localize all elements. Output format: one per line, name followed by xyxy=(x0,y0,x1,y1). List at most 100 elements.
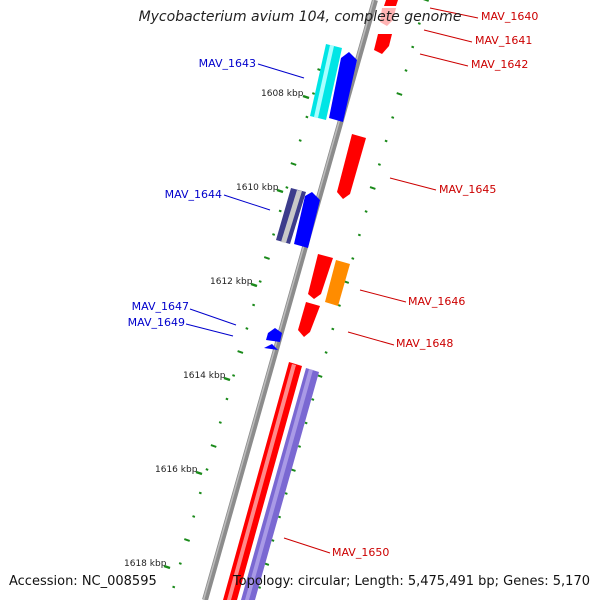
tick-mark-left xyxy=(311,92,316,95)
tick-mark-right xyxy=(411,45,415,49)
tick-mark-left xyxy=(258,280,262,283)
ruler-major-tick xyxy=(163,564,171,570)
tick-mark-right xyxy=(396,92,403,96)
gene-labels-plus: MAV_1640 MAV_1641 MAV_1642 MAV_1645 MAV_… xyxy=(332,10,538,559)
tick-mark-right xyxy=(297,445,302,448)
callout-line xyxy=(389,177,437,191)
tick-mark-right xyxy=(271,539,275,542)
gene-label-mav-1644[interactable]: MAV_1644 xyxy=(165,188,222,201)
ruler-labels: 1608 kbp 1610 kbp 1612 kbp 1614 kbp 1616… xyxy=(124,89,304,569)
tick-mark-right xyxy=(369,186,376,190)
gene-label-mav-1645[interactable]: MAV_1645 xyxy=(439,183,496,196)
gene-feature-mav-1646[interactable] xyxy=(325,260,350,306)
tick-mark-right xyxy=(357,233,361,237)
tick-mark-left xyxy=(225,397,229,401)
genome-title: Mycobacterium avium 104, complete genome xyxy=(138,9,462,25)
ruler-label: 1608 kbp xyxy=(261,89,304,99)
gene-feature-mav-1648[interactable] xyxy=(298,302,320,337)
tick-mark-left xyxy=(305,115,309,119)
gene-plus-strand-top[interactable] xyxy=(374,0,398,54)
callout-line xyxy=(283,537,331,554)
tick-mark-left xyxy=(183,538,191,542)
callout-line xyxy=(223,194,271,211)
tick-mark-right xyxy=(277,515,282,519)
accession-label: Accession: NC_008595 xyxy=(9,574,157,589)
callouts-plus xyxy=(283,7,479,554)
ruler-major-tick xyxy=(223,376,231,382)
gene-feature-violet-highlight xyxy=(245,369,313,600)
gene-label-mav-1640[interactable]: MAV_1640 xyxy=(481,10,538,23)
ruler-label: 1614 kbp xyxy=(183,371,226,381)
gene-feature-mav-1645[interactable] xyxy=(337,134,366,199)
gene-label-mav-1649[interactable]: MAV_1649 xyxy=(128,316,185,329)
callout-line xyxy=(257,63,305,79)
tick-mark-left xyxy=(232,374,236,377)
tick-mark-right xyxy=(422,0,430,2)
gene-label-mav-1648[interactable]: MAV_1648 xyxy=(396,337,453,350)
tick-mark-left xyxy=(263,256,270,260)
tick-mark-left xyxy=(252,303,256,307)
gene-feature-mav-1643-cyan-highlight xyxy=(314,45,334,118)
ruler-label: 1610 kbp xyxy=(236,183,279,193)
gene-feature-mav-1642[interactable] xyxy=(374,34,392,54)
tick-mark-right xyxy=(391,116,395,119)
gene-feature-mav-1649[interactable] xyxy=(264,344,278,350)
gene-feature-mav-1650-highlight xyxy=(227,364,296,600)
gene-feature-mav-1640[interactable] xyxy=(384,0,398,6)
callout-line xyxy=(419,53,469,67)
tick-mark-left xyxy=(245,327,249,330)
tick-mark-right xyxy=(257,586,262,589)
tick-mark-right xyxy=(284,492,288,495)
topology-label: Topology: circular; Length: 5,475,491 bp… xyxy=(232,574,590,589)
tick-mark-right xyxy=(324,351,328,354)
callouts-minus xyxy=(185,63,305,337)
gene-feature-mav-1643[interactable] xyxy=(329,52,357,122)
tick-mark-left xyxy=(172,585,176,589)
tick-mark-left xyxy=(290,162,297,166)
tick-mark-left xyxy=(210,444,217,448)
gene-label-mav-1647[interactable]: MAV_1647 xyxy=(132,300,189,313)
tick-mark-right xyxy=(404,69,408,72)
ruler-label: 1612 kbp xyxy=(210,277,253,287)
ruler-major-tick xyxy=(195,470,203,476)
gene-feature-mav-1647[interactable] xyxy=(266,328,282,342)
ruler-label: 1616 kbp xyxy=(155,465,198,475)
callout-line xyxy=(423,29,473,43)
tick-mark-right xyxy=(331,327,335,331)
gene-label-mav-1642[interactable]: MAV_1642 xyxy=(471,58,528,71)
gene-feature-mav-1644-blue[interactable] xyxy=(294,192,320,248)
tick-mark-left xyxy=(218,421,222,424)
ruler-major-tick xyxy=(302,94,310,100)
ruler-major-tick xyxy=(276,188,284,194)
callout-line xyxy=(189,308,237,326)
tick-mark-left xyxy=(192,515,196,518)
ruler-major-tick xyxy=(250,282,258,288)
gene-label-mav-1641[interactable]: MAV_1641 xyxy=(475,34,532,47)
tick-mark-right xyxy=(351,257,355,260)
tick-mark-right xyxy=(337,304,341,307)
tick-mark-right xyxy=(384,139,388,143)
ruler-major-ticks xyxy=(163,94,310,570)
callout-line xyxy=(429,7,479,19)
tick-mark-left xyxy=(205,468,209,471)
tick-mark-left xyxy=(178,562,182,565)
ruler-label: 1618 kbp xyxy=(124,559,167,569)
tick-mark-left xyxy=(278,209,282,213)
tick-mark-left xyxy=(198,491,202,495)
tick-tracks xyxy=(172,0,430,589)
gene-label-mav-1650[interactable]: MAV_1650 xyxy=(332,546,389,559)
tick-mark-right xyxy=(311,398,315,401)
gene-label-mav-1646[interactable]: MAV_1646 xyxy=(408,295,465,308)
tick-mark-right xyxy=(304,421,308,425)
gene-feature-mav-1646-red[interactable] xyxy=(308,254,333,299)
tick-mark-left xyxy=(285,186,289,189)
tick-mark-left xyxy=(272,233,276,236)
gene-label-mav-1643[interactable]: MAV_1643 xyxy=(199,57,256,70)
gene-feature-mav-1646-group[interactable] xyxy=(308,254,350,306)
tick-mark-left xyxy=(237,350,244,354)
tick-mark-right xyxy=(364,210,368,213)
callout-line xyxy=(185,323,234,337)
gene-feature-mav-1641[interactable] xyxy=(380,8,396,26)
